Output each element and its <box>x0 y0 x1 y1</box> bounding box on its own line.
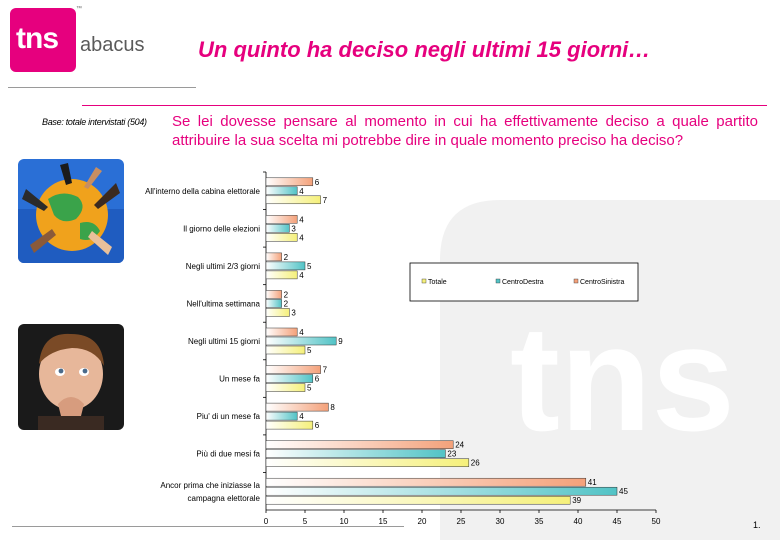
bar-centrosinistra <box>265 402 329 412</box>
bar-totale <box>265 345 306 355</box>
data-label: 39 <box>572 496 581 505</box>
data-label: 3 <box>291 224 296 233</box>
logo-tns-text: tns <box>16 22 59 55</box>
bar-centrosinistra <box>265 365 321 374</box>
bar-centrosinistra <box>265 327 298 337</box>
data-label: 5 <box>307 262 312 271</box>
data-label: 9 <box>338 337 343 346</box>
data-label: 3 <box>291 308 296 317</box>
svg-text:tns: tns <box>510 294 735 462</box>
category-label: Piu' di un mese fa <box>197 412 261 421</box>
x-tick-label: 0 <box>264 517 269 526</box>
bar-centrodestra <box>265 336 337 346</box>
logo-trademark: ™ <box>76 6 82 12</box>
bar-centrodestra <box>265 411 298 421</box>
data-label: 4 <box>299 271 304 280</box>
data-label: 24 <box>455 441 464 450</box>
x-tick-label: 45 <box>613 517 622 526</box>
bar-totale <box>265 308 290 317</box>
x-tick-label: 40 <box>574 517 583 526</box>
page-number: 1. <box>753 520 761 530</box>
slide-headline: Un quinto ha deciso negli ultimi 15 gior… <box>198 37 651 62</box>
data-label: 4 <box>299 215 304 224</box>
legend-label-centrosinistra: CentroSinistra <box>580 279 624 286</box>
chart-legend <box>409 262 639 302</box>
x-tick-label: 10 <box>340 517 349 526</box>
data-label: 2 <box>284 299 289 308</box>
category-label: Il giorno delle elezioni <box>183 224 260 233</box>
bar-centrosinistra <box>265 290 282 299</box>
data-label: 8 <box>330 403 335 412</box>
x-tick-label: 35 <box>535 517 544 526</box>
logo-divider <box>8 87 196 88</box>
legend-label-totale: Totale <box>428 279 447 286</box>
bar-totale <box>265 495 571 505</box>
data-label: 26 <box>471 459 480 468</box>
logo-abacus-text: abacus <box>80 34 145 56</box>
category-label: All'interno della cabina elettorale <box>145 187 260 196</box>
x-tick-label: 50 <box>652 517 661 526</box>
base-note: Base: totale intervistati (504) <box>42 117 147 127</box>
data-label: 7 <box>323 366 328 375</box>
globe-hands-photo <box>18 159 124 263</box>
data-label: 2 <box>284 290 289 299</box>
category-label: Un mese fa <box>219 375 260 384</box>
x-tick-label: 5 <box>303 517 308 526</box>
data-label: 4 <box>299 412 304 421</box>
tns-abacus-logo: tns ™ abacus <box>10 6 150 73</box>
data-label: 4 <box>299 233 304 242</box>
bar-centrodestra <box>265 449 446 458</box>
x-tick-label: 15 <box>379 517 388 526</box>
x-tick-label: 25 <box>457 517 466 526</box>
legend-swatch-centrosinistra <box>573 278 579 284</box>
x-tick-label: 20 <box>418 517 427 526</box>
category-label: Nell'ultima settimana <box>186 299 260 308</box>
logo-mark: tns <box>10 8 76 72</box>
bar-totale <box>265 383 306 392</box>
bar-totale <box>265 233 298 242</box>
bar-centrosinistra <box>265 215 298 224</box>
category-label: Negli ultimi 2/3 giorni <box>186 262 260 271</box>
data-label: 7 <box>323 196 328 205</box>
bar-centrodestra <box>265 374 314 383</box>
bar-centrodestra <box>265 261 306 271</box>
footer-divider <box>12 526 404 527</box>
data-label: 6 <box>315 178 320 187</box>
survey-question: Se lei dovesse pensare al momento in cui… <box>172 113 758 149</box>
data-label: 41 <box>588 478 597 487</box>
bar-totale <box>265 420 314 430</box>
category-label: Negli ultimi 15 giorni <box>188 337 260 346</box>
data-label: 4 <box>299 328 304 337</box>
bar-centrosinistra <box>265 440 454 449</box>
headline-rule <box>82 105 767 106</box>
data-label: 2 <box>284 253 289 262</box>
bar-centrodestra <box>265 224 290 233</box>
x-tick-label: 30 <box>496 517 505 526</box>
category-label: Più di due mesi fa <box>196 450 260 459</box>
data-label: 6 <box>315 421 320 430</box>
bar-totale <box>265 458 470 467</box>
thinking-child-photo <box>18 324 124 430</box>
bar-centrodestra <box>265 299 282 308</box>
bar-totale <box>265 195 321 205</box>
bar-totale <box>265 270 298 280</box>
data-label: 23 <box>447 450 456 459</box>
bar-centrodestra <box>265 486 618 496</box>
category-label: Ancor prima che iniziasse la campagna ele… <box>160 481 260 503</box>
bar-centrosinistra <box>265 177 314 187</box>
legend-label-centrodestra: CentroDestra <box>502 279 544 286</box>
legend-swatch-centrodestra <box>495 278 501 284</box>
data-label: 5 <box>307 384 312 393</box>
data-label: 45 <box>619 487 628 496</box>
legend-swatch-totale <box>421 278 427 284</box>
bar-centrosinistra <box>265 252 282 262</box>
bar-centrodestra <box>265 186 298 196</box>
data-label: 4 <box>299 187 304 196</box>
data-label: 5 <box>307 346 312 355</box>
data-label: 6 <box>315 375 320 384</box>
bar-centrosinistra <box>265 477 587 487</box>
